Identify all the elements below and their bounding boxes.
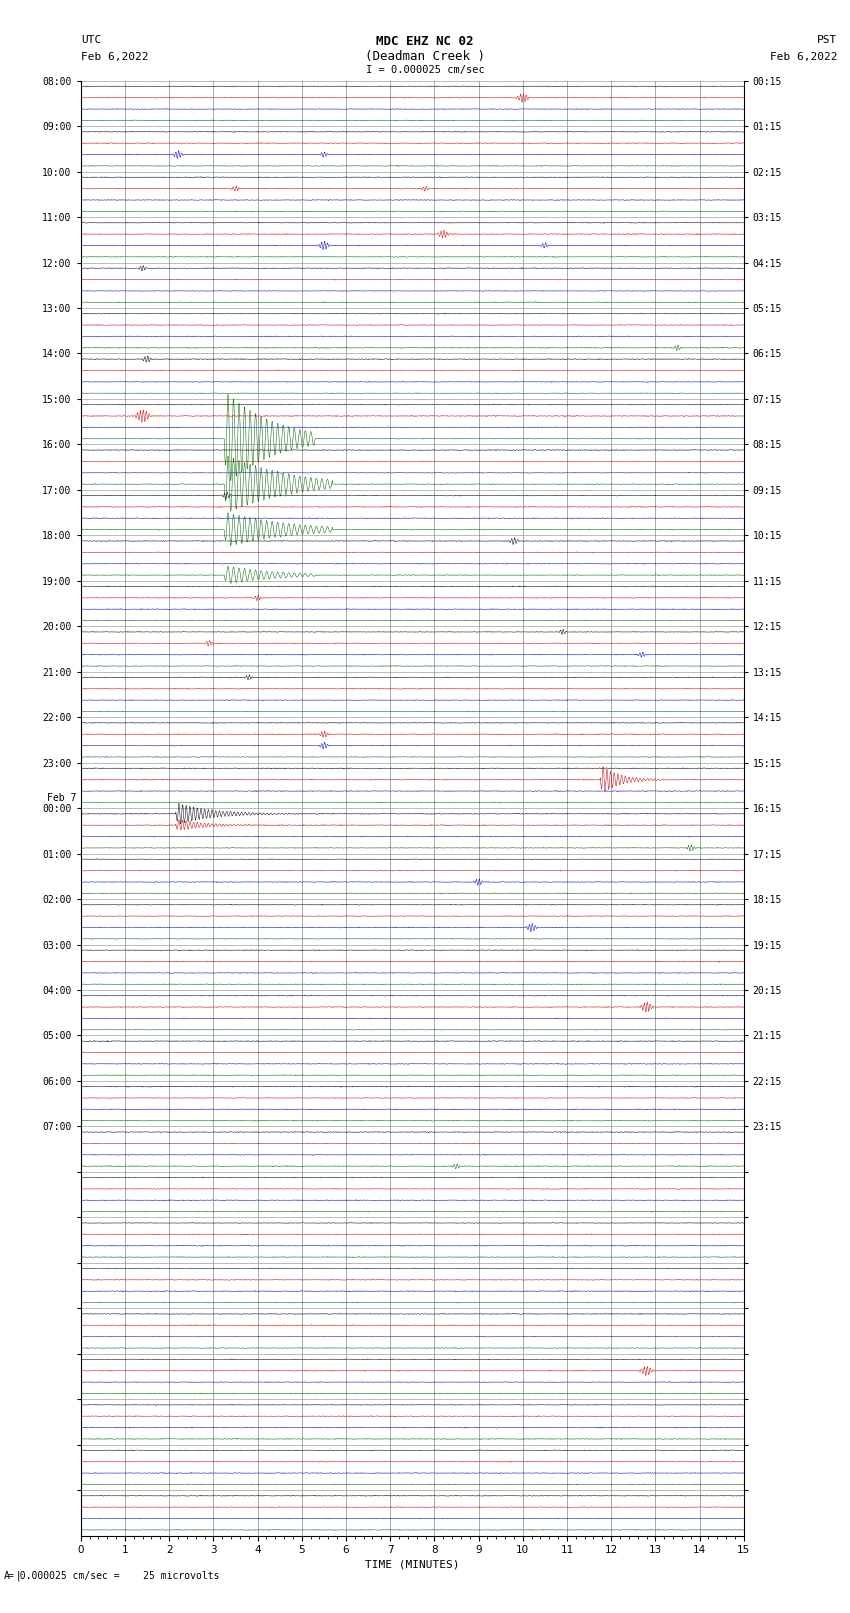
- Text: Feb 6,2022: Feb 6,2022: [770, 52, 837, 61]
- Text: I = 0.000025 cm/sec: I = 0.000025 cm/sec: [366, 65, 484, 74]
- Text: (Deadman Creek ): (Deadman Creek ): [365, 50, 485, 63]
- Text: = 0.000025 cm/sec =    25 microvolts: = 0.000025 cm/sec = 25 microvolts: [8, 1571, 220, 1581]
- Text: A |: A |: [4, 1569, 22, 1581]
- Text: Feb 7: Feb 7: [47, 794, 76, 803]
- Text: Feb 6,2022: Feb 6,2022: [81, 52, 148, 61]
- Text: MDC EHZ NC 02: MDC EHZ NC 02: [377, 35, 473, 48]
- Text: UTC: UTC: [81, 35, 101, 45]
- Text: PST: PST: [817, 35, 837, 45]
- X-axis label: TIME (MINUTES): TIME (MINUTES): [365, 1560, 460, 1569]
